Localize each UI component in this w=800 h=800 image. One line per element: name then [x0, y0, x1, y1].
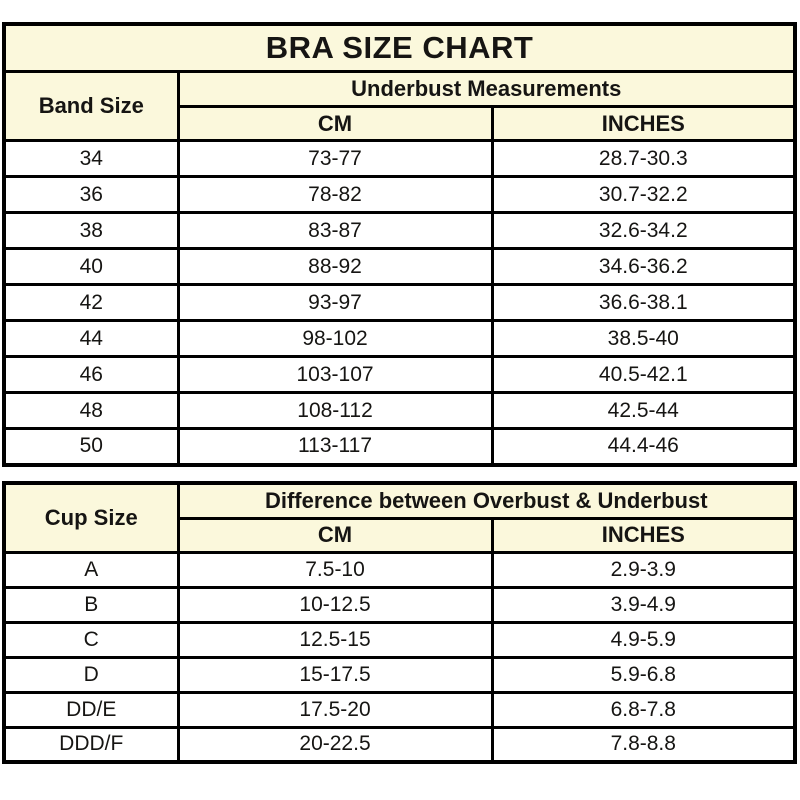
table-row: 50 113-117 44.4-46: [2, 427, 797, 466]
table-cell-inches: 7.8-8.8: [490, 725, 797, 764]
table-cell-size: 48: [2, 391, 180, 430]
band-size-header: Band Size: [2, 70, 180, 142]
table-cell-cm: 113-117: [176, 427, 494, 466]
table-row: D 15-17.5 5.9-6.8: [2, 655, 797, 694]
table-cell-cm: 88-92: [176, 247, 494, 286]
table-cell-cm: 7.5-10: [176, 550, 494, 589]
table-cell-inches: 4.9-5.9: [490, 620, 797, 659]
cup-group-header-row: Cup Size Difference between Overbust & U…: [2, 481, 797, 554]
table-cell-cm: 108-112: [176, 391, 494, 430]
table-cell-inches: 42.5-44: [490, 391, 797, 430]
table-cell-size: A: [2, 550, 180, 589]
table-cell-inches: 5.9-6.8: [490, 655, 797, 694]
table-cell-size: DD/E: [2, 690, 180, 729]
table-cell-size: 46: [2, 355, 180, 394]
page-title: BRA SIZE CHART: [2, 22, 797, 73]
underbust-measurements-header: Underbust Measurements: [176, 70, 797, 108]
table-row: DDD/F 20-22.5 7.8-8.8: [2, 725, 797, 764]
table-row: 46 103-107 40.5-42.1: [2, 355, 797, 394]
table-row: C 12.5-15 4.9-5.9: [2, 620, 797, 659]
table-cell-inches: 30.7-32.2: [490, 175, 797, 214]
table-cell-cm: 73-77: [176, 139, 494, 178]
table-cell-size: 42: [2, 283, 180, 322]
table-cell-cm: 103-107: [176, 355, 494, 394]
table-cell-size: 38: [2, 211, 180, 250]
table-cell-inches: 36.6-38.1: [490, 283, 797, 322]
table-row: A 7.5-10 2.9-3.9: [2, 550, 797, 589]
table-cell-inches: 38.5-40: [490, 319, 797, 358]
table-cell-size: DDD/F: [2, 725, 180, 764]
table-row: 34 73-77 28.7-30.3: [2, 139, 797, 178]
table-cell-inches: 28.7-30.3: [490, 139, 797, 178]
table-row: 38 83-87 32.6-34.2: [2, 211, 797, 250]
table-row: DD/E 17.5-20 6.8-7.8: [2, 690, 797, 729]
table-row: 36 78-82 30.7-32.2: [2, 175, 797, 214]
inches-column-header: INCHES: [490, 105, 797, 142]
chart-title-row: BRA SIZE CHART: [2, 22, 797, 73]
band-table-body: 34 73-77 28.7-30.3 36 78-82 30.7-32.2 38 83-87 3…: [2, 139, 797, 466]
band-group-header-row: Band Size Underbust Measurements: [2, 70, 797, 142]
table-cell-inches: 40.5-42.1: [490, 355, 797, 394]
table-cell-inches: 32.6-34.2: [490, 211, 797, 250]
table-cell-cm: 17.5-20: [176, 690, 494, 729]
table-cell-size: D: [2, 655, 180, 694]
table-cell-cm: 20-22.5: [176, 725, 494, 764]
table-cell-size: 50: [2, 427, 180, 466]
cup-unit-header-row: CM INCHES: [4, 516, 797, 554]
table-cell-size: 40: [2, 247, 180, 286]
table-row: 42 93-97 36.6-38.1: [2, 283, 797, 322]
cup-size-header: Cup Size: [2, 481, 180, 554]
table-cell-size: C: [2, 620, 180, 659]
table-cell-cm: 93-97: [176, 283, 494, 322]
table-cell-size: B: [2, 585, 180, 624]
table-cell-inches: 34.6-36.2: [490, 247, 797, 286]
table-cell-inches: 6.8-7.8: [490, 690, 797, 729]
table-cell-inches: 44.4-46: [490, 427, 797, 466]
cm-column-header: CM: [176, 516, 494, 554]
table-cell-size: 34: [2, 139, 180, 178]
table-row: 40 88-92 34.6-36.2: [2, 247, 797, 286]
table-cell-size: 36: [2, 175, 180, 214]
table-cell-inches: 3.9-4.9: [490, 585, 797, 624]
cm-column-header: CM: [176, 105, 494, 142]
band-size-table: BRA SIZE CHART Band Size Underbust Measu…: [2, 22, 797, 467]
table-row: B 10-12.5 3.9-4.9: [2, 585, 797, 624]
table-row: 44 98-102 38.5-40: [2, 319, 797, 358]
cup-table-body: A 7.5-10 2.9-3.9 B 10-12.5 3.9-4.9 C 12.5-15 4.9…: [2, 550, 797, 764]
table-cell-cm: 83-87: [176, 211, 494, 250]
table-row: 48 108-112 42.5-44: [2, 391, 797, 430]
table-cell-cm: 98-102: [176, 319, 494, 358]
table-cell-cm: 15-17.5: [176, 655, 494, 694]
table-cell-cm: 10-12.5: [176, 585, 494, 624]
difference-overbust-underbust-header: Difference between Overbust & Underbust: [176, 481, 797, 520]
table-cell-inches: 2.9-3.9: [490, 550, 797, 589]
inches-column-header: INCHES: [490, 516, 797, 554]
table-cell-size: 44: [2, 319, 180, 358]
band-unit-header-row: CM INCHES: [4, 105, 797, 142]
cup-size-table: Cup Size Difference between Overbust & U…: [2, 480, 797, 764]
table-cell-cm: 12.5-15: [176, 620, 494, 659]
table-cell-cm: 78-82: [176, 175, 494, 214]
